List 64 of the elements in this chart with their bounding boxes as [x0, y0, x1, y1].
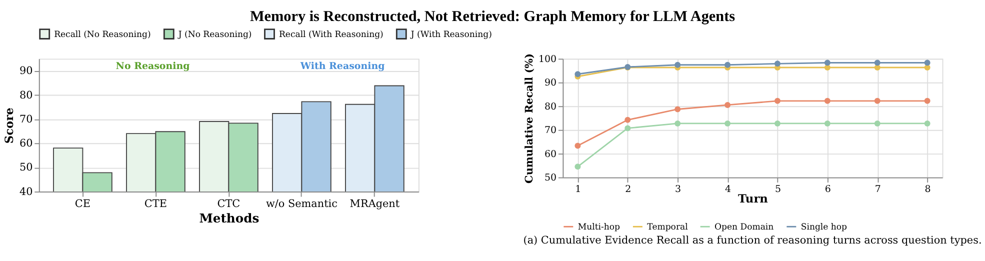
- point: [824, 120, 830, 126]
- legend-label: Single hop: [800, 222, 848, 233]
- point: [874, 98, 880, 104]
- y-tick-label: 80: [19, 89, 33, 102]
- x-tick-label: 7: [874, 184, 881, 196]
- x-tick-label: MRAgent: [350, 198, 400, 210]
- y-tick-label: 60: [544, 148, 557, 160]
- point: [774, 60, 780, 67]
- point: [924, 60, 930, 66]
- legend-label: Temporal: [647, 222, 688, 233]
- legend-label: J (With Reasoning): [410, 30, 492, 40]
- legend-label: Open Domain: [714, 222, 774, 233]
- x-tick-label: 2: [625, 184, 632, 196]
- annotation: No Reasoning: [116, 61, 190, 72]
- legend-label: J (No Reasoning): [177, 30, 252, 40]
- y-tick-label: 70: [19, 113, 33, 126]
- x-tick-label: CTE: [144, 198, 167, 210]
- point: [674, 106, 681, 112]
- point: [674, 120, 681, 126]
- point: [574, 71, 581, 78]
- x-tick-label: 1: [575, 184, 582, 196]
- y-tick-label: 40: [19, 186, 33, 198]
- point: [924, 98, 930, 104]
- annotation: With Reasoning: [299, 61, 386, 72]
- point: [574, 164, 581, 170]
- legend-label: Recall (With Reasoning): [278, 30, 384, 40]
- point: [874, 60, 880, 66]
- x-tick-label: w/o Semantic: [266, 198, 338, 210]
- point: [824, 98, 830, 104]
- x-tick-label: 6: [824, 184, 831, 196]
- y-tick-label: 50: [19, 162, 33, 174]
- y-tick-label: 90: [19, 65, 33, 78]
- y-tick-label: 80: [544, 101, 557, 112]
- y-tick-label: 100: [538, 54, 557, 66]
- point: [774, 120, 780, 126]
- y-tick-label: 60: [19, 138, 33, 150]
- x-tick-label: 8: [924, 184, 931, 196]
- text: (a) Cumulative Evidence Recall as a function of reasoning turns across question types.: [523, 234, 982, 247]
- y-tick-label: 70: [544, 125, 557, 136]
- point: [624, 116, 631, 123]
- y-axis-title: Score: [2, 108, 16, 144]
- point: [824, 60, 830, 66]
- y-tick-label: 50: [544, 172, 557, 184]
- x-axis-title: Turn: [738, 191, 769, 206]
- point: [774, 98, 780, 104]
- x-tick-label: 4: [724, 184, 732, 196]
- x-tick-label: CTC: [217, 198, 240, 210]
- point: [724, 102, 731, 108]
- point: [574, 142, 581, 149]
- point: [724, 62, 731, 68]
- point: [924, 120, 930, 126]
- legend-label: Recall (No Reasoning): [54, 30, 151, 40]
- x-tick-label: CE: [74, 198, 90, 210]
- point: [724, 120, 731, 126]
- y-axis-title: Cumulative Recall (%): [524, 53, 536, 184]
- x-axis-title: Methods: [199, 210, 260, 226]
- point: [624, 125, 631, 132]
- text: Memory is Reconstructed, Not Retrieved: Graph Memory for LLM Agents: [250, 8, 736, 26]
- legend-label: Multi-hop: [578, 222, 621, 233]
- point: [674, 62, 681, 68]
- y-tick-label: 90: [544, 78, 557, 89]
- x-tick-label: 5: [774, 184, 781, 196]
- point: [874, 120, 880, 126]
- x-tick-label: 3: [675, 184, 682, 196]
